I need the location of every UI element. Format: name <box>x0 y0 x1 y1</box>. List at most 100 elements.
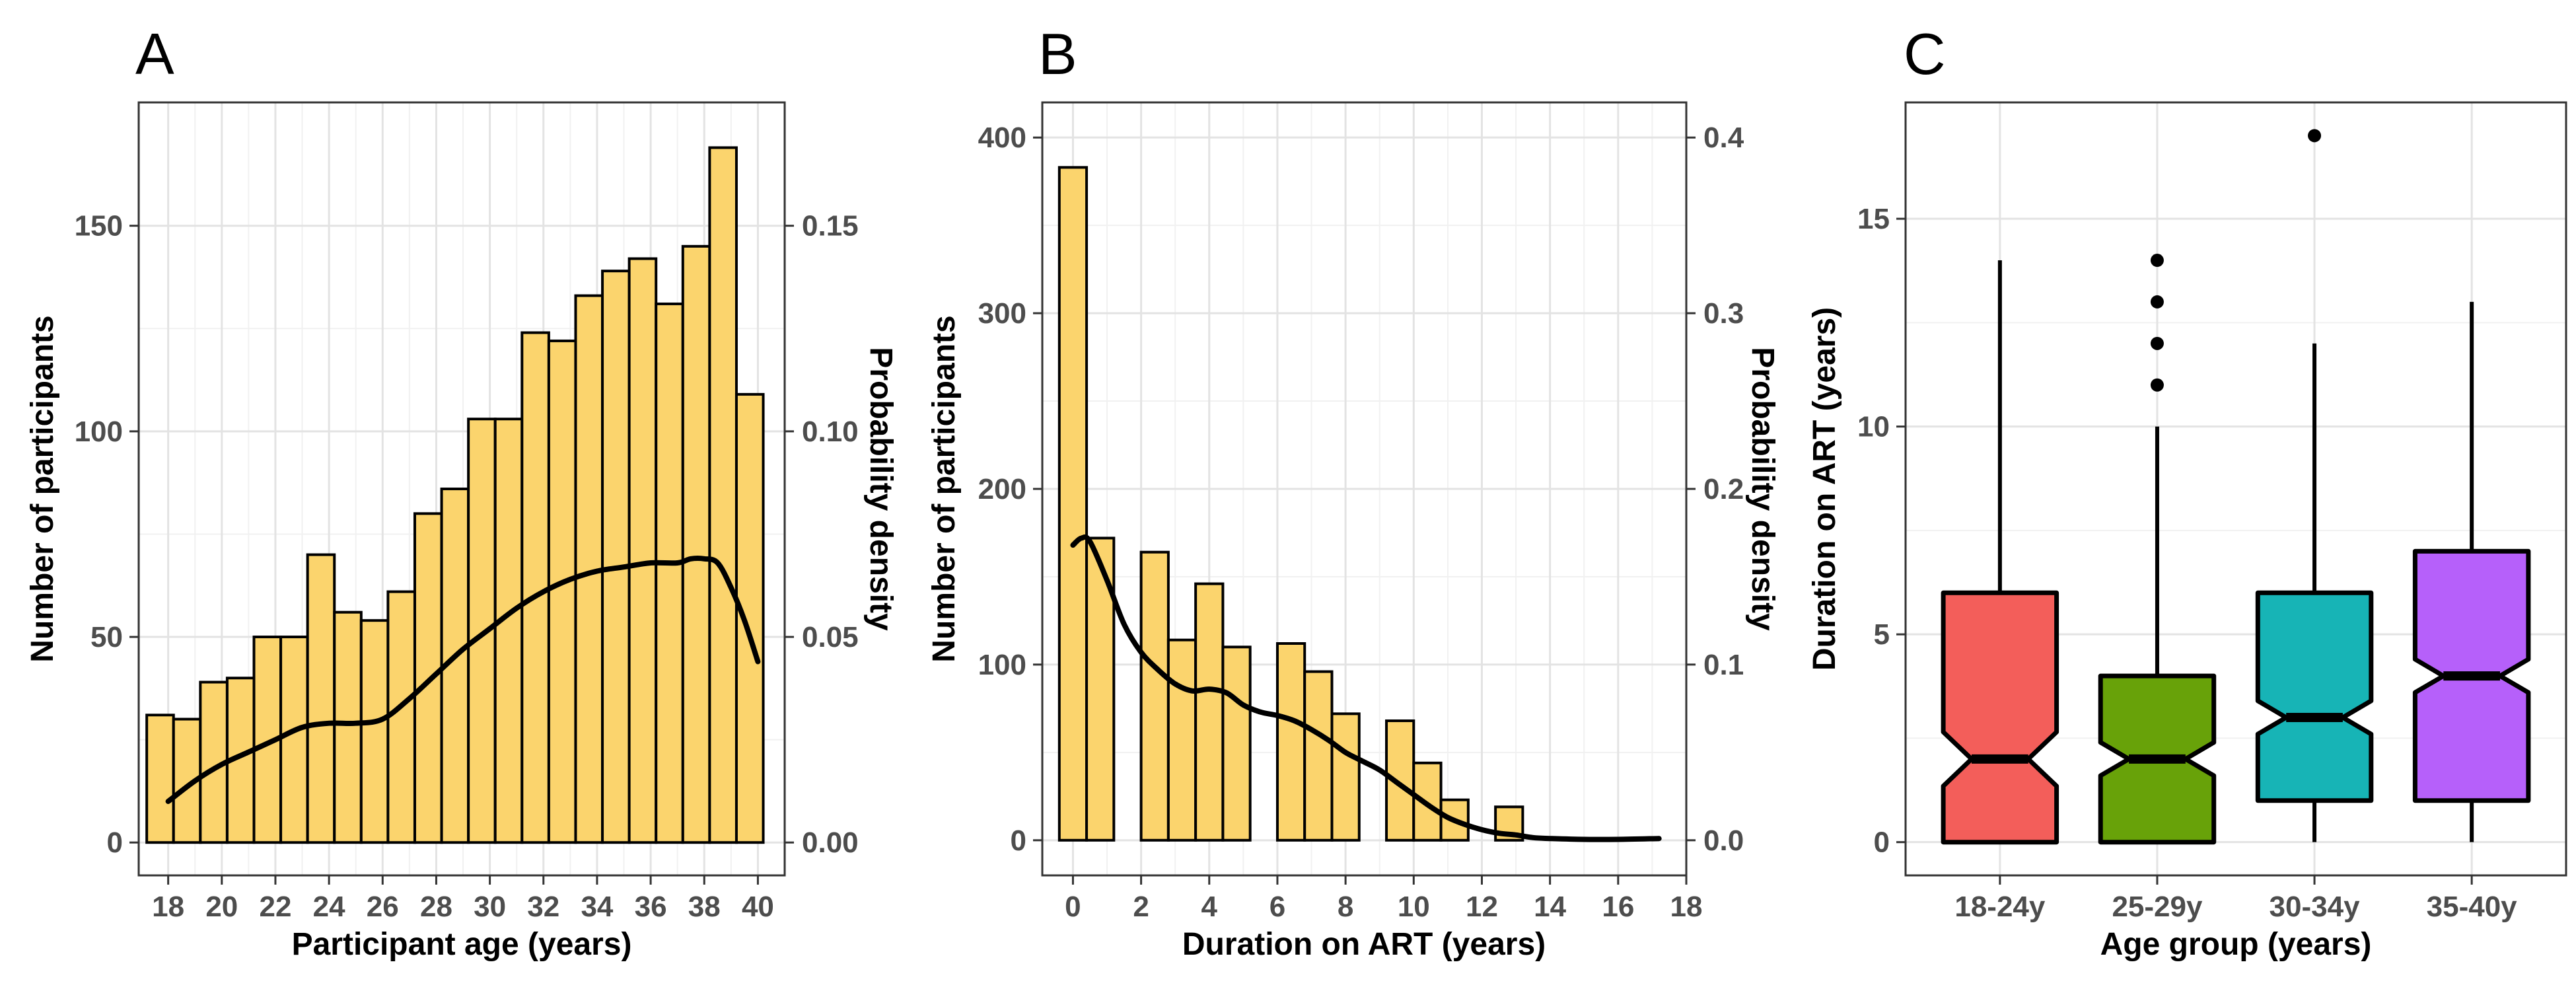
b-histogram-bar <box>1412 761 1443 842</box>
c-y-tick-label: 10 <box>1857 411 1890 443</box>
b-x-tick-label: 0 <box>1065 891 1081 923</box>
b-histogram-bar <box>1139 550 1170 842</box>
c-y-tick-label: 0 <box>1874 826 1890 859</box>
a-y-tick-label: 0 <box>107 826 123 859</box>
b-histogram-bar <box>1166 638 1198 842</box>
b-histogram-bar <box>1057 166 1089 842</box>
b-histogram-bar <box>1330 712 1361 842</box>
box-outlier <box>2150 254 2164 268</box>
box-outlier <box>2308 129 2322 143</box>
panel-b-density-curve <box>1070 534 1662 842</box>
c-x-tick-label: 35-40y <box>2427 891 2518 923</box>
a-histogram-bar <box>467 418 497 844</box>
a-histogram-bar <box>627 257 658 844</box>
a-x-tick-label: 38 <box>688 891 721 923</box>
a-histogram-bar <box>708 146 738 844</box>
panel-c-boxes <box>1941 129 2531 845</box>
a-histogram-bar <box>359 619 390 844</box>
a-histogram-bar <box>333 610 363 844</box>
a-histogram-bar <box>601 270 631 844</box>
b-x-tick-label: 18 <box>1670 891 1703 923</box>
a-y2-tick-label: 0.00 <box>802 826 859 859</box>
a-histogram-bar <box>413 512 443 844</box>
box-outlier <box>2150 295 2164 309</box>
panel-b-y2-title: Probability density <box>1745 347 1780 631</box>
c-x-tick-label: 18-24y <box>1954 891 2046 923</box>
box-18-24y <box>1941 590 2059 845</box>
b-x-tick-label: 16 <box>1602 891 1634 923</box>
a-histogram-bar <box>520 331 550 844</box>
a-histogram-bar <box>306 553 336 844</box>
panel-a-x-title: Participant age (years) <box>292 927 632 962</box>
panel-b-axes: 0 2 4 6 8 10 12 14 16 18 0 100 200 300 400 0.0 0.1 0.2 0.3… <box>978 122 1744 923</box>
c-x-tick-label: 30-34y <box>2270 891 2361 923</box>
a-x-tick-label: 18 <box>152 891 184 923</box>
panel-c-frame <box>1904 101 2567 877</box>
panel-a: A 18 20 22 24 26 28 30 32 34 36 38 40 0 50 100 150 0.00 0… <box>25 21 898 962</box>
a-x-tick-label: 36 <box>635 891 667 923</box>
panel-a-frame <box>137 101 786 877</box>
b-y-tick-label: 100 <box>978 649 1026 681</box>
a-x-tick-label: 22 <box>259 891 291 923</box>
b-y-tick-label: 200 <box>978 473 1026 505</box>
c-y-tick-label: 5 <box>1874 618 1890 651</box>
panel-a-bars <box>145 146 765 844</box>
box-outlier <box>2150 336 2164 350</box>
a-histogram-bar <box>734 392 765 844</box>
box-outlier <box>2150 378 2164 392</box>
b-x-tick-label: 4 <box>1201 891 1218 923</box>
a-y-tick-label: 150 <box>75 210 123 242</box>
b-x-tick-label: 14 <box>1534 891 1566 923</box>
b-y2-tick-label: 0.0 <box>1703 825 1744 857</box>
a-x-tick-label: 40 <box>742 891 774 923</box>
b-y2-tick-label: 0.3 <box>1703 297 1744 330</box>
b-x-tick-label: 6 <box>1270 891 1285 923</box>
b-y-tick-label: 400 <box>978 122 1026 154</box>
panel-c-axes: 18-24y 25-29y 30-34y 35-40y 0 5 10 15 <box>1857 203 2517 923</box>
panel-letter-c: C <box>1904 21 1946 87</box>
b-y-tick-label: 0 <box>1011 825 1026 857</box>
panel-letter-a: A <box>135 21 174 87</box>
a-x-tick-label: 28 <box>420 891 452 923</box>
b-x-tick-label: 10 <box>1398 891 1430 923</box>
a-x-tick-label: 30 <box>474 891 506 923</box>
a-x-tick-label: 34 <box>581 891 613 923</box>
b-histogram-bar <box>1275 642 1306 842</box>
a-histogram-bar <box>386 590 416 844</box>
a-histogram-bar <box>279 636 309 844</box>
c-y-tick-label: 15 <box>1857 203 1890 235</box>
panel-a-axes: 18 20 22 24 26 28 30 32 34 36 38 40 0 50 100 150 0.00 0.0… <box>75 210 859 923</box>
b-x-tick-label: 2 <box>1133 891 1149 923</box>
panel-a-y-title: Number of participants <box>25 315 60 662</box>
panel-c-y-title: Duration on ART (years) <box>1807 307 1842 671</box>
panel-c-x-title: Age group (years) <box>2100 927 2372 962</box>
panel-b-bars <box>1057 166 1524 842</box>
b-x-tick-label: 8 <box>1338 891 1353 923</box>
panel-b-y-title: Number of participants <box>927 315 962 662</box>
b-y2-tick-label: 0.2 <box>1703 473 1744 505</box>
panel-c: C 18-24y 25-29y 30-34y 35-40y 0 5 10 15 Age gro… <box>1807 21 2567 962</box>
a-histogram-bar <box>681 244 711 844</box>
a-x-tick-label: 20 <box>205 891 238 923</box>
c-x-tick-label: 25-29y <box>2112 891 2203 923</box>
panel-a-y2-title: Probability density <box>863 347 898 631</box>
b-y-tick-label: 300 <box>978 297 1026 330</box>
b-y2-tick-label: 0.1 <box>1703 649 1744 681</box>
a-y2-tick-label: 0.15 <box>802 210 859 242</box>
panel-b: B 0 2 4 6 8 10 12 14 16 1801002003004000.00.10.20… <box>927 21 1780 962</box>
b-y2-tick-label: 0.4 <box>1703 122 1744 154</box>
b-histogram-bar <box>1194 582 1225 842</box>
a-histogram-bar <box>493 418 524 844</box>
a-y2-tick-label: 0.10 <box>802 416 859 448</box>
a-histogram-bar <box>547 339 577 844</box>
a-y-tick-label: 100 <box>75 416 123 448</box>
a-y2-tick-label: 0.05 <box>802 621 859 653</box>
b-x-tick-label: 12 <box>1466 891 1498 923</box>
b-histogram-bar <box>1303 670 1334 842</box>
panel-a-density-curve <box>165 556 761 804</box>
a-x-tick-label: 26 <box>367 891 399 923</box>
a-y-tick-label: 50 <box>90 621 123 653</box>
a-histogram-bar <box>655 302 684 844</box>
a-histogram-bar <box>145 714 175 844</box>
